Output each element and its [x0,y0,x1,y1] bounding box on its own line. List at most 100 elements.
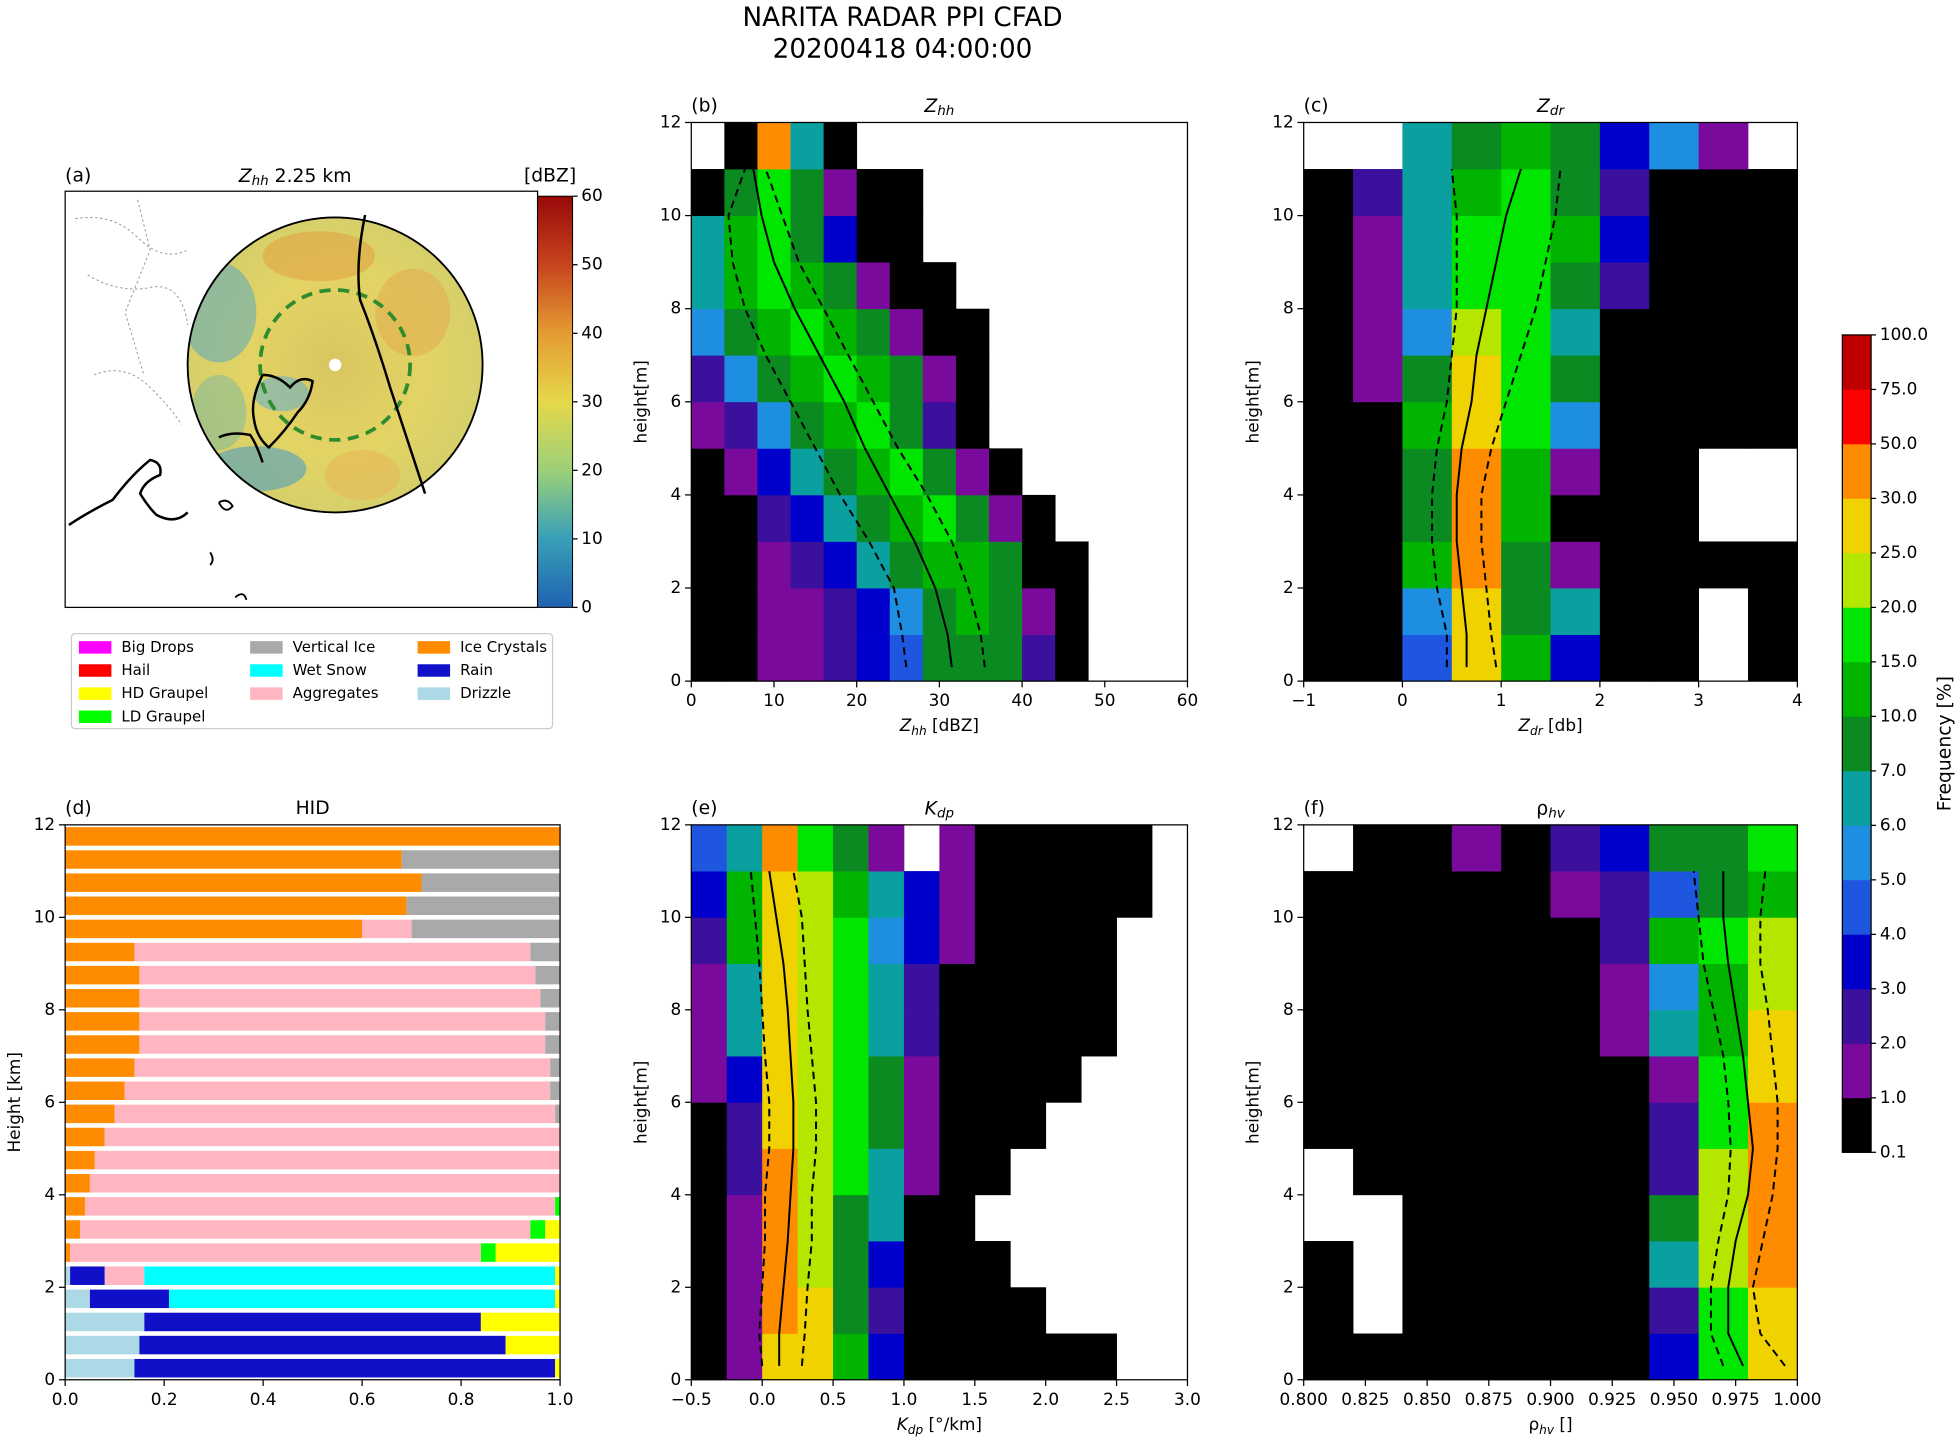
x-tick-label: 1.000 [1773,1389,1821,1409]
cfad-cell [1081,963,1117,1011]
hid-bar [139,1012,546,1031]
x-tick-label: 0.800 [1280,1389,1328,1409]
cfad-cell [1303,1333,1354,1381]
cfad-cell [797,824,834,872]
cfad-cell [1747,917,1798,964]
cfad-cell [724,401,758,449]
x-tick-label: 60 [1177,690,1198,710]
cfad-cell [1353,963,1403,1011]
hid-bar [65,827,561,846]
cfad-cell [691,963,728,1011]
y-tick-label: 10 [660,906,681,926]
cfad-cell [889,355,924,403]
cfad-cell [939,824,976,872]
cfad-cell [1303,1056,1354,1103]
cfad-cell [1353,871,1403,918]
cfad-cell [868,1102,905,1149]
cfad-cell [726,1056,763,1103]
cfad-cell [889,308,924,356]
cfad-cell [1501,963,1551,1011]
cfad-cell [903,1102,940,1149]
cfad-cell [1402,262,1453,310]
cfad-cell [1402,588,1453,635]
echo [253,376,309,412]
hid-bar [555,1358,561,1378]
hid-bar [70,1266,105,1285]
cfad-cell [1550,401,1601,449]
cfad-cell [1402,1148,1453,1196]
y-tick-label: 10 [1272,205,1293,225]
colorbar-tick-label: 7.0 [1880,760,1907,780]
cfad-cell [1022,494,1056,542]
cfad-cell [1451,1333,1502,1381]
cfad-cell [1649,262,1700,310]
hid-bar [545,1220,561,1239]
cfad-cell [856,169,891,216]
cfad-cell [1353,917,1403,964]
panel-title: HID [296,798,330,819]
cfad-cell [757,448,791,496]
cfad-cell [1353,448,1403,496]
colorbar-segment [1842,1097,1872,1153]
cfad-cell [1402,1056,1453,1103]
cfad-cell [1747,634,1798,682]
cfad-cell [823,588,858,635]
cfad-cell [833,1009,869,1057]
hid-bar [65,1289,90,1309]
cfad-cell [757,634,791,682]
hid-bar [65,1220,81,1239]
cfad-cell [691,1333,728,1381]
cfad-cell [1353,588,1403,635]
cfad-cell [1698,963,1749,1011]
x-tick-label: 0.5 [820,1389,847,1409]
cfad-cell [1599,262,1650,310]
hid-bar [65,1266,71,1285]
cfad-cell [1649,824,1700,872]
panel-label: (b) [691,96,718,117]
colorbar-segment [1842,716,1872,772]
cfad-cell [823,122,858,170]
cfad-cell [988,634,1023,682]
cfad-cell [856,494,891,542]
colorbar-segment [1842,334,1872,390]
cfad-cell [1451,1241,1502,1288]
hid-bar [65,873,422,892]
hid-bar [144,1266,556,1285]
cfad-cell [1501,917,1551,964]
radar-range [186,216,484,514]
hid-bar [555,1197,561,1216]
cfad-cell [1747,1287,1798,1334]
cfad-cell [1747,355,1798,403]
x-axis-label-sub: dp [908,1422,924,1436]
y-axis-label: height[m] [1243,360,1263,443]
cfad-cell [889,169,924,216]
x-tick-label: 2.5 [1103,1389,1130,1409]
cfad-cell [903,1148,940,1196]
legend-swatch [417,664,451,677]
cfad-cell [1550,262,1601,310]
cfad-cell [1451,215,1502,263]
cfad-cell [974,1009,1011,1057]
y-axis-label: Height [km] [4,1052,24,1152]
map-borders [75,199,189,426]
x-axis-label-base: Z [899,715,912,735]
cfad-cell [974,1056,1011,1103]
hid-bar [401,850,561,869]
x-tick-label: 0.2 [151,1389,178,1409]
cfad-cell [856,355,891,403]
cfad-cell [1501,1194,1551,1242]
cfad-cell [1353,262,1403,310]
cfad-cell [1451,494,1502,542]
legend-label: Aggregates [293,684,379,702]
hid-bar [65,942,135,962]
legend-label: Hail [121,661,150,679]
cfad-cell [939,1333,976,1381]
x-tick-label: 4 [1792,690,1803,710]
cfad-cell [1402,169,1453,216]
panel-title: Zdr [1536,96,1565,119]
x-tick-label: 0.950 [1650,1389,1698,1409]
radar-echoes [187,231,451,500]
cfad-cell [691,262,725,310]
cfad-cell [797,963,834,1011]
colorbar-tick-label: 60 [581,185,602,205]
